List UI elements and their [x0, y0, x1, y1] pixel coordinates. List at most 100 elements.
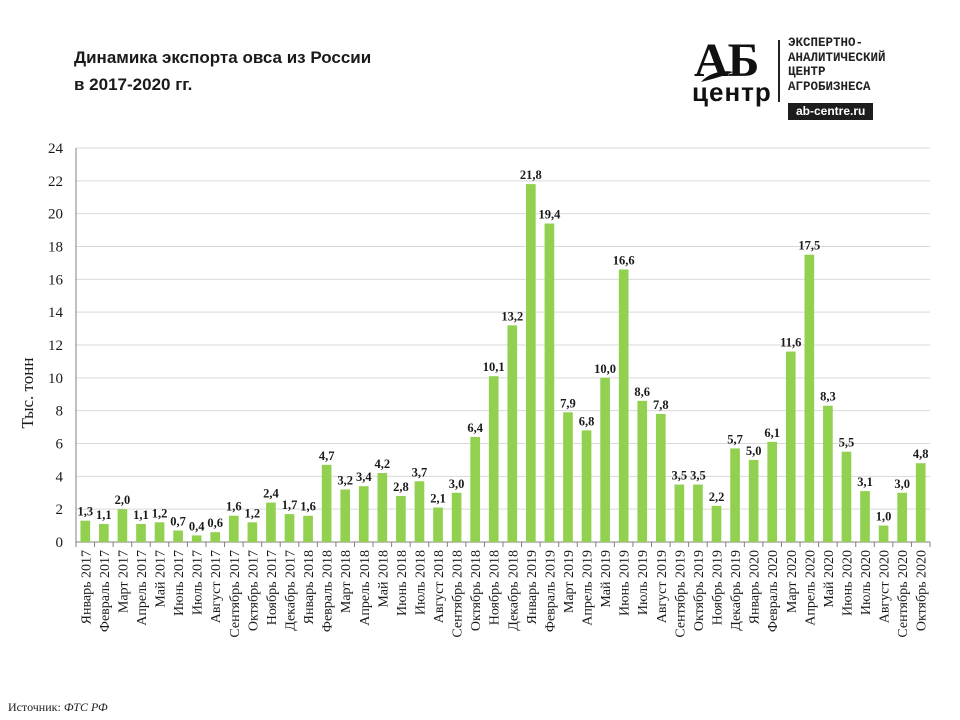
logo-text: ЭКСПЕРТНО- АНАЛИТИЧЕСКИЙ ЦЕНТР АГРОБИЗНЕ… [788, 36, 886, 94]
logo-line-4: АГРОБИЗНЕСА [788, 79, 871, 94]
bar [507, 325, 518, 542]
x-tick-label: Апрель 2020 [803, 550, 818, 626]
data-label: 6,4 [467, 421, 483, 435]
bar [915, 463, 926, 542]
logo-mark: АБ [694, 34, 759, 87]
x-tick-label: Август 2017 [209, 550, 224, 623]
bar [823, 405, 833, 542]
data-label: 7,8 [653, 398, 669, 412]
x-tick-label: Ноябрь 2017 [265, 550, 280, 625]
x-tick-label: Октябрь 2018 [469, 550, 484, 631]
y-tick-label: 22 [48, 174, 63, 190]
x-tick-label: Март 2020 [785, 550, 800, 613]
data-label: 7,9 [560, 396, 576, 410]
bar [99, 523, 109, 542]
logo-divider [778, 40, 780, 102]
data-label: 2,8 [393, 480, 409, 494]
logo-sub: центр [692, 77, 772, 107]
data-label: 6,8 [579, 414, 595, 428]
bar [841, 451, 852, 542]
chart-title: Динамика экспорта овса из России в 2017-… [74, 44, 371, 98]
data-label: 1,7 [282, 498, 298, 512]
data-label: 3,5 [690, 469, 706, 483]
bar [377, 473, 388, 542]
y-tick-label: 2 [56, 502, 64, 518]
bar [860, 491, 870, 542]
x-tick-label: Апрель 2017 [135, 550, 150, 626]
x-tick-label: Март 2019 [562, 550, 577, 613]
data-label: 2,0 [115, 493, 131, 507]
x-tick-label: Январь 2017 [79, 550, 94, 624]
bar [228, 515, 239, 542]
bar [80, 520, 91, 542]
x-tick-label: Июнь 2017 [172, 550, 187, 616]
data-label: 2,2 [709, 490, 725, 504]
source-note: Источник: ФТС РФ [8, 700, 108, 715]
chart-title-line-2: в 2017-2020 гг. [74, 75, 193, 94]
bar [173, 530, 183, 542]
data-label: 10,1 [483, 360, 505, 374]
x-tick-label: Июль 2018 [413, 550, 428, 615]
x-tick-label: Сентябрь 2017 [228, 550, 243, 638]
ab-centre-logo: АБ центр ЭКСПЕРТНО- АНАЛИТИЧЕСКИЙ ЦЕНТР … [690, 36, 935, 122]
x-tick-label: Июль 2020 [859, 550, 874, 615]
x-tick-label: Январь 2019 [525, 550, 540, 624]
bar [488, 376, 499, 542]
bar [526, 184, 536, 542]
bar [785, 351, 796, 542]
bar [154, 522, 165, 542]
x-tick-label: Февраль 2018 [321, 550, 336, 632]
y-tick-label: 0 [56, 535, 64, 551]
y-tick-label: 16 [48, 272, 64, 288]
bar [321, 464, 332, 542]
bar [711, 505, 722, 542]
data-label: 8,6 [634, 385, 650, 399]
bar [303, 515, 313, 542]
data-label: 1,6 [226, 500, 242, 514]
data-label: 2,4 [263, 487, 279, 501]
data-label: 4,2 [375, 457, 391, 471]
bar [748, 459, 759, 542]
data-label: 16,6 [613, 253, 635, 267]
bar [191, 535, 202, 542]
x-tick-label: Февраль 2020 [766, 550, 781, 632]
x-tick-label: Декабрь 2019 [729, 550, 744, 631]
bar [674, 484, 685, 542]
data-label: 8,3 [820, 390, 836, 404]
data-label: 6,1 [764, 426, 780, 440]
bar [637, 400, 648, 542]
data-label: 2,1 [430, 492, 446, 506]
x-tick-label: Январь 2020 [748, 550, 763, 624]
data-label: 4,7 [319, 449, 335, 463]
y-tick-label: 20 [48, 207, 63, 223]
y-axis-title: Тыс. тонн [18, 358, 37, 429]
data-label: 1,2 [245, 506, 261, 520]
y-tick-label: 4 [56, 469, 64, 485]
bar [247, 522, 258, 542]
data-label: 3,1 [857, 475, 873, 489]
data-label: 4,8 [913, 447, 929, 461]
x-tick-label: Сентябрь 2018 [451, 550, 466, 638]
data-label: 3,0 [449, 477, 465, 491]
x-tick-label: Сентябрь 2020 [896, 550, 911, 638]
y-tick-label: 6 [56, 437, 64, 453]
data-label: 5,0 [746, 444, 762, 458]
y-tick-label: 8 [56, 404, 64, 420]
bar [655, 413, 666, 542]
data-label: 0,7 [170, 515, 186, 529]
bar [284, 514, 295, 542]
source-label: Источник: [8, 700, 61, 714]
data-label: 1,1 [96, 508, 112, 522]
x-tick-label: Июль 2017 [191, 550, 206, 615]
bar [266, 502, 276, 542]
source-value: ФТС РФ [63, 700, 108, 714]
x-tick-label: Май 2018 [376, 550, 391, 608]
bar [117, 509, 128, 542]
data-label: 3,5 [672, 469, 688, 483]
data-label: 1,6 [300, 500, 316, 514]
x-tick-label: Август 2019 [655, 550, 670, 623]
data-label: 1,0 [876, 510, 892, 524]
x-tick-label: Октябрь 2019 [692, 550, 707, 631]
data-label: 1,2 [152, 506, 168, 520]
x-tick-label: Июль 2019 [636, 550, 651, 615]
